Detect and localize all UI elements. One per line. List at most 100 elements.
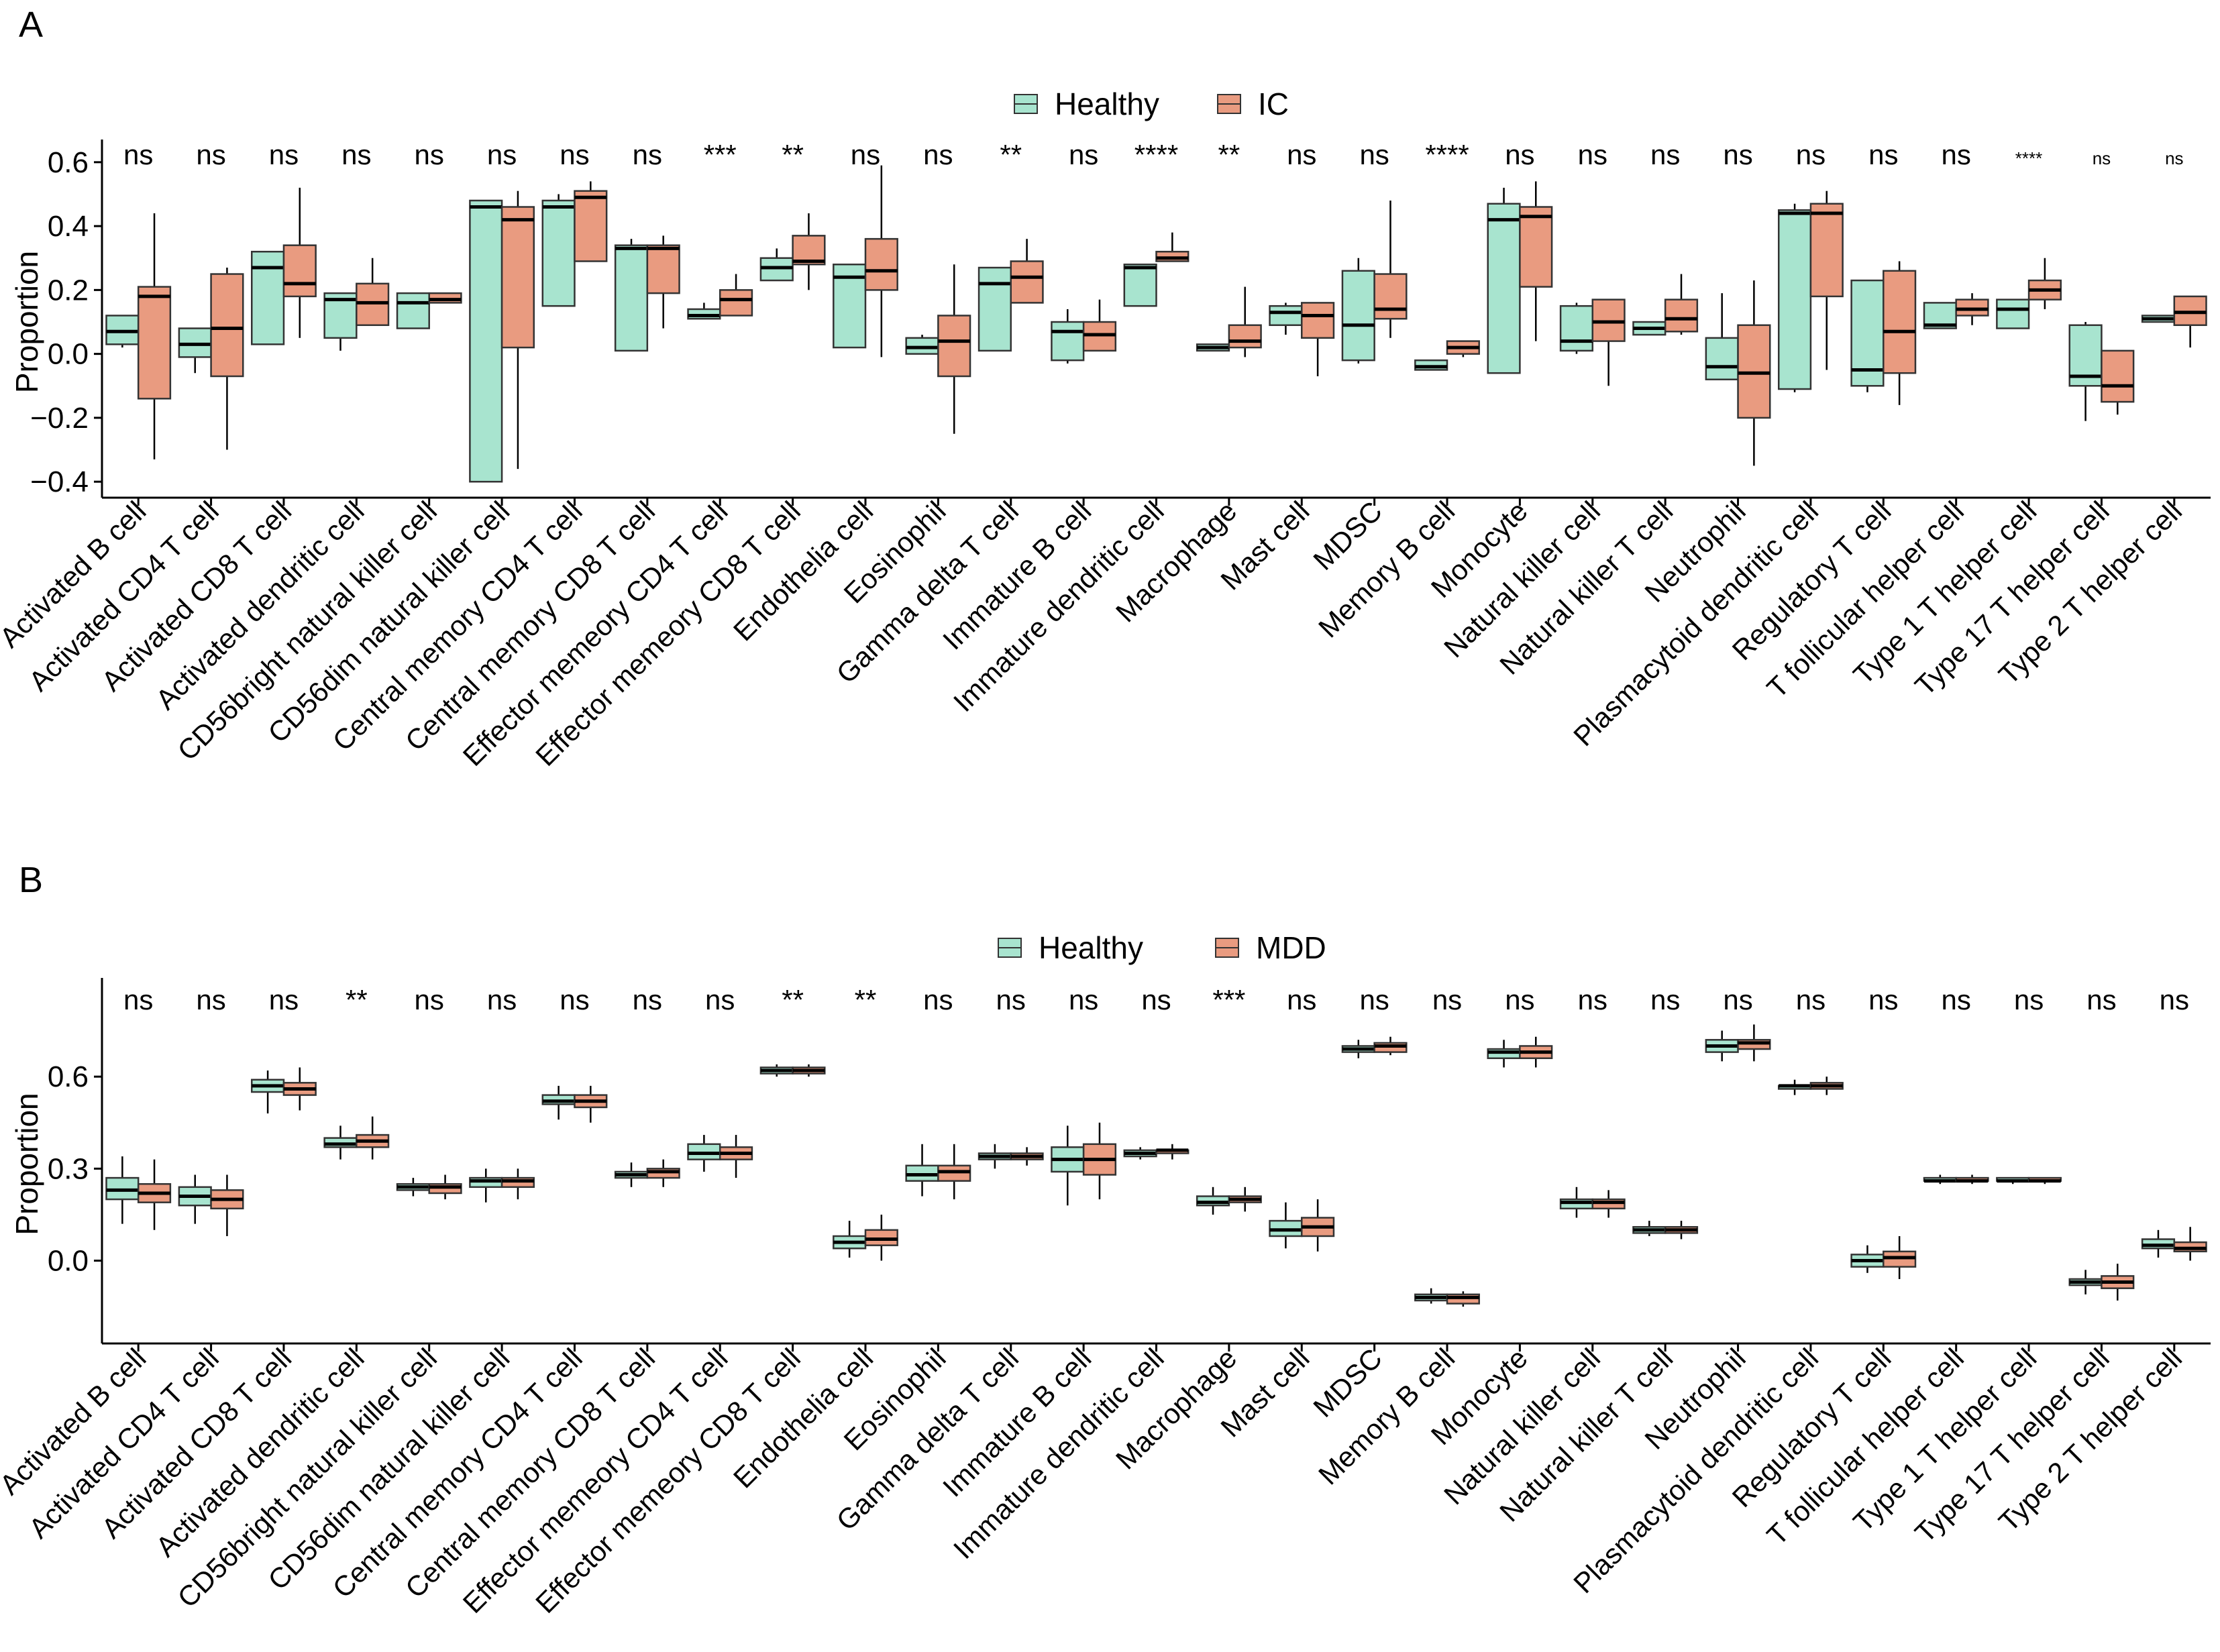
significance-label: ns <box>923 984 953 1015</box>
significance-label: ns <box>1069 984 1098 1015</box>
y-tick-label: 0.0 <box>48 1245 89 1278</box>
significance-label: *** <box>1212 984 1245 1015</box>
significance-label: ns <box>1141 984 1171 1015</box>
significance-label: ns <box>1796 984 1826 1015</box>
significance-label: ns <box>1941 139 1970 170</box>
box-ic-mast-cell <box>1301 302 1335 339</box>
significance-label: ** <box>1218 139 1240 170</box>
significance-label: ns <box>123 984 153 1015</box>
box-healthy-mdsc <box>1341 270 1375 362</box>
y-tick-label: 0.6 <box>48 1060 89 1093</box>
significance-label: ** <box>346 984 368 1015</box>
box-ic-activated-b-cell <box>137 286 172 400</box>
significance-label: ns <box>923 139 953 170</box>
significance-label: ns <box>1578 139 1607 170</box>
box-healthy-cd56dim-natural-killer-cell <box>469 199 503 483</box>
x-category-label: Effector memeory CD4 T cell <box>457 1342 734 1619</box>
y-tick-label: −0.4 <box>30 465 89 498</box>
panel-b-label: B <box>19 860 43 900</box>
box-ic-activated-cd4-t-cell <box>210 273 244 378</box>
box-ic-regulatory-t-cell <box>1883 270 1917 374</box>
significance-label: ns <box>1505 139 1534 170</box>
box-healthy-mast-cell <box>1269 305 1303 327</box>
significance-label: **** <box>2015 148 2042 168</box>
legend-label-healthy: Healthy <box>1055 87 1159 121</box>
box-healthy-gamma-delta-t-cell <box>977 266 1012 352</box>
significance-label: ** <box>782 984 804 1015</box>
significance-label: ns <box>1505 984 1534 1015</box>
box-healthy-plasmacytoid-dendritic-cell <box>1777 209 1812 390</box>
box-healthy-immature-b-cell <box>1051 321 1085 362</box>
significance-label: ** <box>855 984 877 1015</box>
box-ic-type-17-t-helper-cell <box>2101 349 2135 403</box>
significance-label: ns <box>1941 984 1970 1015</box>
box-healthy-immature-dendritic-cell <box>1123 264 1157 307</box>
box-ic-natural-killer-t-cell <box>1664 298 1699 333</box>
significance-label: ns <box>196 984 225 1015</box>
significance-label: ns <box>1359 139 1389 170</box>
box-ic-macrophage <box>1228 324 1262 349</box>
significance-label: ns <box>1069 139 1098 170</box>
significance-label: ns <box>1723 984 1752 1015</box>
y-axis-title: Proportion <box>9 251 44 393</box>
significance-label: ns <box>996 984 1026 1015</box>
significance-label: ns <box>1432 984 1462 1015</box>
significance-label: ** <box>782 139 804 170</box>
box-ic-cd56dim-natural-killer-cell <box>500 206 535 349</box>
box-healthy-activated-cd8-t-cell <box>251 250 285 345</box>
legend-label-ic: IC <box>1258 87 1289 121</box>
legend-label-healthy: Healthy <box>1039 930 1143 965</box>
significance-label: ns <box>560 139 589 170</box>
y-axis-title: Proportion <box>9 1093 44 1235</box>
significance-label: ns <box>851 139 880 170</box>
significance-label: ns <box>2014 984 2044 1015</box>
significance-label: ns <box>415 139 444 170</box>
significance-label: ns <box>2165 148 2183 168</box>
box-healthy-central-memory-cd4-t-cell <box>541 199 576 307</box>
box-ic-activated-cd8-t-cell <box>282 244 317 298</box>
box-ic-effector-memeory-cd4-t-cell <box>719 289 753 317</box>
y-tick-label: 0.0 <box>48 338 89 371</box>
significance-label: ns <box>1650 139 1680 170</box>
x-category-label: Effector memeory CD8 T cell <box>529 1342 806 1619</box>
significance-label: ns <box>487 139 517 170</box>
significance-label: ns <box>1868 139 1898 170</box>
y-tick-label: 0.2 <box>48 274 89 307</box>
significance-label: ns <box>2086 984 2116 1015</box>
significance-label: ns <box>633 139 662 170</box>
significance-label: **** <box>1134 139 1178 170</box>
box-ic-endothelia-cell <box>864 237 898 291</box>
x-category-label: Effector memeory CD4 T cell <box>457 495 734 772</box>
legend-label-mdd: MDD <box>1256 930 1326 965</box>
significance-label: ns <box>1868 984 1898 1015</box>
significance-label: ns <box>1796 139 1826 170</box>
significance-label: ns <box>1578 984 1607 1015</box>
box-ic-plasmacytoid-dendritic-cell <box>1809 203 1844 298</box>
y-tick-label: 0.6 <box>48 146 89 179</box>
significance-label: ns <box>269 984 299 1015</box>
y-tick-label: −0.2 <box>30 402 89 435</box>
significance-label: ns <box>487 984 517 1015</box>
significance-label: ns <box>196 139 225 170</box>
box-healthy-neutrophil <box>1705 337 1739 380</box>
x-category-label: Effector memeory CD8 T cell <box>529 495 806 772</box>
significance-label: ns <box>633 984 662 1015</box>
significance-label: ns <box>1723 139 1752 170</box>
box-healthy-type-1-t-helper-cell <box>1996 298 2030 329</box>
significance-label: ** <box>1000 139 1022 170</box>
significance-label: ns <box>341 139 371 170</box>
significance-label: ns <box>1287 139 1316 170</box>
significance-label: ns <box>1287 984 1316 1015</box>
significance-label: *** <box>704 139 737 170</box>
significance-label: ns <box>1359 984 1389 1015</box>
significance-label: ns <box>560 984 589 1015</box>
box-ic-mdsc <box>1373 273 1408 320</box>
panel-a-label: A <box>19 5 43 45</box>
significance-label: ns <box>2093 148 2111 168</box>
box-ic-central-memory-cd4-t-cell <box>574 190 608 262</box>
significance-label: ns <box>123 139 153 170</box>
significance-label: **** <box>1425 139 1469 170</box>
y-tick-label: 0.3 <box>48 1152 89 1185</box>
